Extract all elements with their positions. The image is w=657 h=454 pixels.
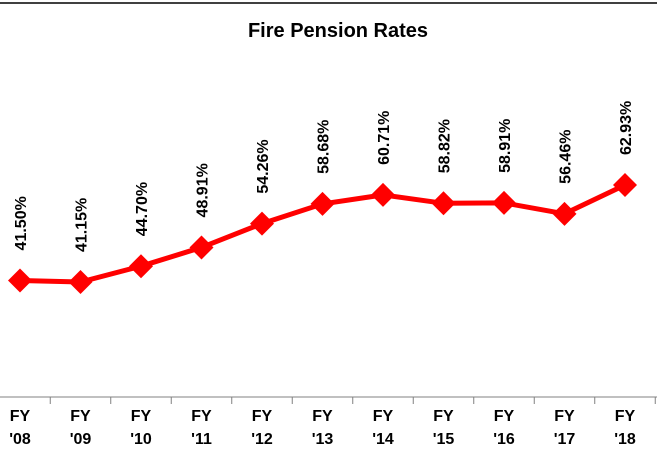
point-marker <box>189 235 214 260</box>
point-marker <box>68 270 93 294</box>
data-label: 48.91% <box>195 163 212 217</box>
data-label: 41.15% <box>74 198 91 252</box>
x-tick-label: FY '13 <box>311 408 334 448</box>
point-marker <box>310 191 335 216</box>
point-marker <box>613 173 637 197</box>
data-label: 44.70% <box>134 182 151 236</box>
x-tick-label: FY '10 <box>130 408 152 448</box>
x-tick-label: FY '12 <box>251 408 273 448</box>
point-marker <box>371 182 395 207</box>
x-tick-label: FY '16 <box>493 408 515 448</box>
data-label: 60.71% <box>376 111 393 165</box>
point-marker <box>492 190 516 215</box>
chart-title: Fire Pension Rates <box>248 20 428 42</box>
x-tick-label: FY '15 <box>432 408 455 448</box>
x-tick-label: FY '17 <box>553 408 576 448</box>
data-label: 58.91% <box>497 119 514 173</box>
data-label: 41.50% <box>13 196 30 250</box>
x-tick-label: FY '09 <box>69 408 92 448</box>
point-marker <box>431 191 456 216</box>
data-label: 54.26% <box>255 139 272 193</box>
x-tick-label: FY '08 <box>9 408 31 448</box>
x-tick-label: FY '18 <box>614 408 636 448</box>
x-tick-label: FY '14 <box>372 408 394 448</box>
data-label: 58.68% <box>316 120 333 174</box>
data-label: 56.46% <box>558 130 575 184</box>
x-tick-label: FY '11 <box>191 408 212 448</box>
point-marker <box>552 201 577 226</box>
point-marker <box>250 211 274 236</box>
data-label: 58.82% <box>437 119 454 173</box>
point-marker <box>8 268 32 293</box>
point-marker <box>129 254 153 279</box>
data-label: 62.93% <box>618 101 635 155</box>
